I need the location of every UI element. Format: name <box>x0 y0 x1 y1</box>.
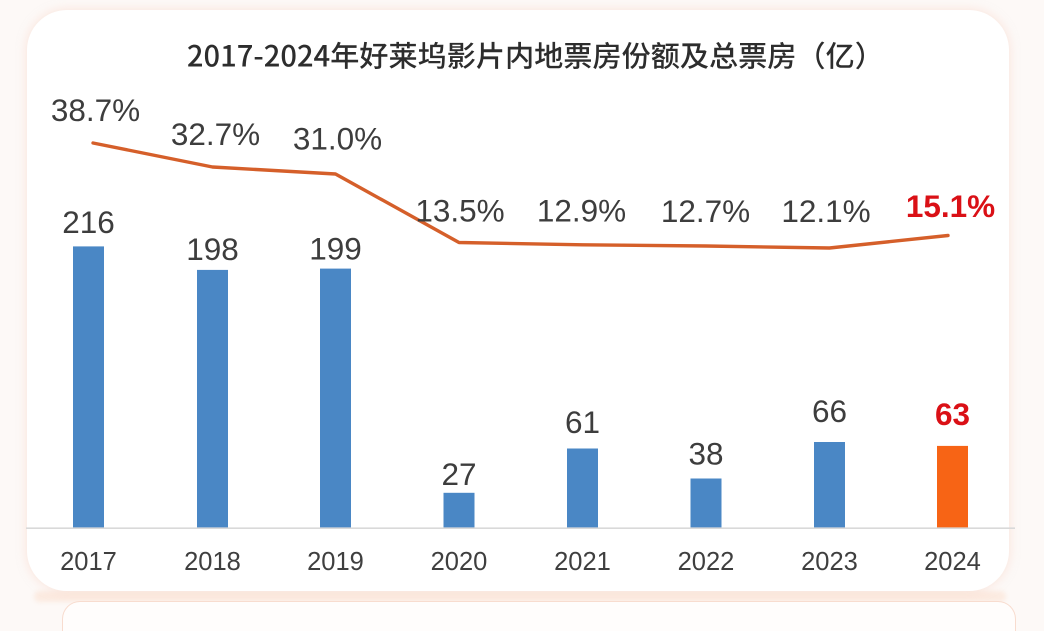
svg-text:38.7%: 38.7% <box>51 92 140 128</box>
svg-text:2023: 2023 <box>801 548 858 576</box>
svg-text:216: 216 <box>62 204 115 240</box>
svg-text:32.7%: 32.7% <box>171 116 260 152</box>
svg-text:2017: 2017 <box>60 548 117 576</box>
svg-text:2019: 2019 <box>307 548 364 576</box>
svg-text:2020: 2020 <box>431 548 488 576</box>
svg-text:2022: 2022 <box>678 548 735 576</box>
svg-text:63: 63 <box>935 396 970 432</box>
svg-text:61: 61 <box>565 404 600 440</box>
svg-text:12.7%: 12.7% <box>661 193 750 229</box>
svg-text:198: 198 <box>186 231 239 267</box>
svg-text:15.1%: 15.1% <box>906 188 995 224</box>
svg-text:13.5%: 13.5% <box>415 193 504 229</box>
svg-text:12.9%: 12.9% <box>537 193 626 229</box>
svg-text:27: 27 <box>441 456 476 492</box>
svg-text:2018: 2018 <box>184 548 241 576</box>
svg-text:2024: 2024 <box>924 548 981 576</box>
svg-text:31.0%: 31.0% <box>293 121 382 157</box>
svg-text:38: 38 <box>688 436 723 472</box>
svg-text:12.1%: 12.1% <box>781 193 870 229</box>
svg-text:199: 199 <box>309 231 362 267</box>
svg-text:66: 66 <box>812 393 847 429</box>
svg-text:2021: 2021 <box>554 548 611 576</box>
